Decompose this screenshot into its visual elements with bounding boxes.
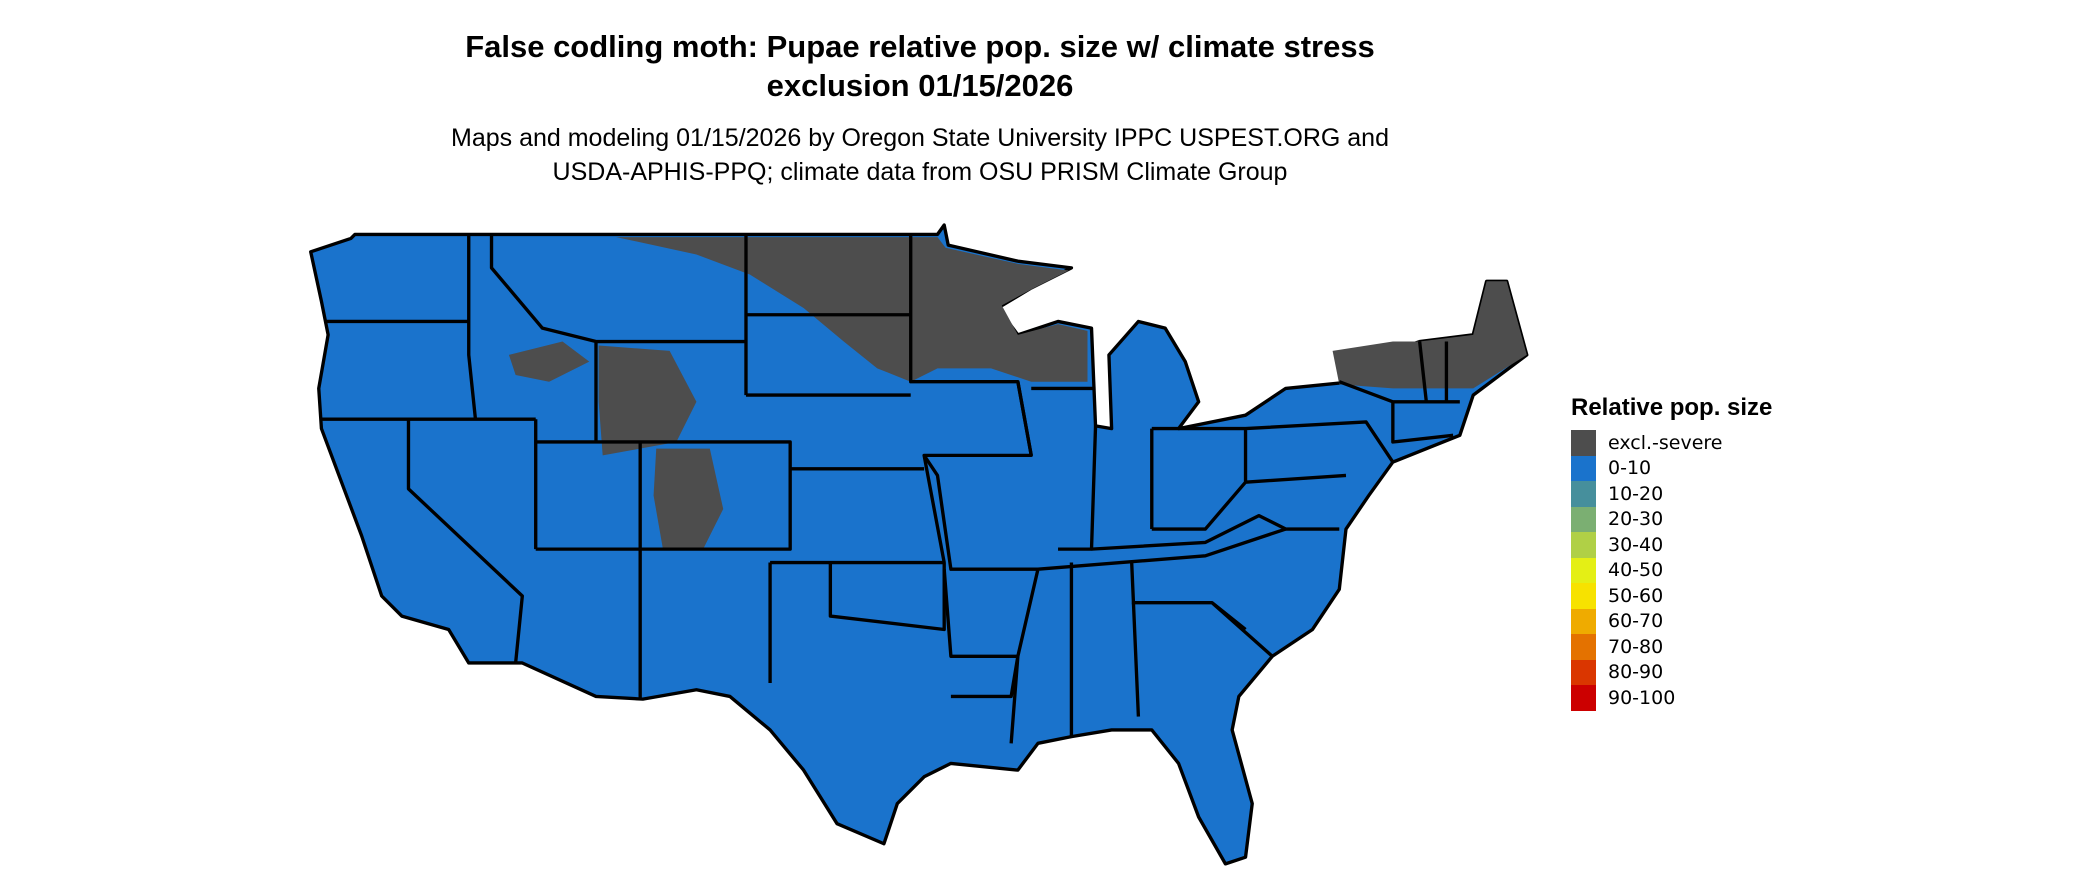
excluded-wyoming: [598, 345, 697, 456]
legend-item: 40-50: [1571, 557, 1723, 583]
legend-item: 10-20: [1571, 481, 1723, 507]
legend-label: 50-60: [1608, 584, 1664, 607]
legend-swatch: [1571, 455, 1596, 481]
legend-item: 70-80: [1571, 634, 1723, 660]
legend-label: 10-20: [1608, 482, 1664, 505]
legend-swatch: [1571, 634, 1596, 660]
legend-item: 20-30: [1571, 506, 1723, 532]
excluded-areas: [508, 237, 1527, 550]
legend-item: 0-10: [1571, 455, 1723, 481]
excluded-idaho: [508, 341, 590, 382]
subtitle-line-2: USDA-APHIS-PPQ; climate data from OSU PR…: [552, 158, 1288, 186]
legend-swatch: [1571, 583, 1596, 609]
legend-swatch: [1571, 685, 1596, 711]
legend-title: Relative pop. size: [1571, 394, 1773, 421]
legend-label: 70-80: [1608, 635, 1664, 658]
legend-label: 80-90: [1608, 661, 1664, 684]
map-title-line-2: exclusion 01/15/2026: [766, 68, 1074, 103]
legend-item: 80-90: [1571, 659, 1723, 685]
excluded-north-plains: [616, 237, 1088, 382]
legend-label: excl.-severe: [1608, 431, 1723, 454]
legend-label: 30-40: [1608, 533, 1664, 556]
state-borders: [321, 234, 1460, 744]
legend: excl.-severe 0-10 10-20 20-30 30-40 40-50 50-6…: [1571, 430, 1723, 711]
map-title-line-1: False codling moth: Pupae relative pop. …: [465, 29, 1375, 64]
legend-label: 20-30: [1608, 508, 1664, 531]
legend-swatch: [1571, 608, 1596, 634]
legend-swatch: [1571, 557, 1596, 583]
legend-item: 90-100: [1571, 685, 1723, 711]
legend-label: 60-70: [1608, 610, 1664, 633]
legend-label: 0-10: [1608, 457, 1652, 480]
legend-swatch: [1571, 430, 1596, 456]
legend-swatch: [1571, 506, 1596, 532]
legend-swatch: [1571, 532, 1596, 558]
legend-item: 50-60: [1571, 583, 1723, 609]
excluded-new-england: [1332, 281, 1527, 389]
legend-swatch: [1571, 481, 1596, 507]
excluded-colorado-rockies: [653, 448, 724, 550]
legend-swatch: [1571, 659, 1596, 685]
legend-item: 60-70: [1571, 608, 1723, 634]
legend-label: 40-50: [1608, 559, 1664, 582]
subtitle-line-1: Maps and modeling 01/15/2026 by Oregon S…: [451, 124, 1389, 152]
legend-item: 30-40: [1571, 532, 1723, 558]
legend-item: excl.-severe: [1571, 430, 1723, 456]
legend-label: 90-100: [1608, 686, 1676, 709]
